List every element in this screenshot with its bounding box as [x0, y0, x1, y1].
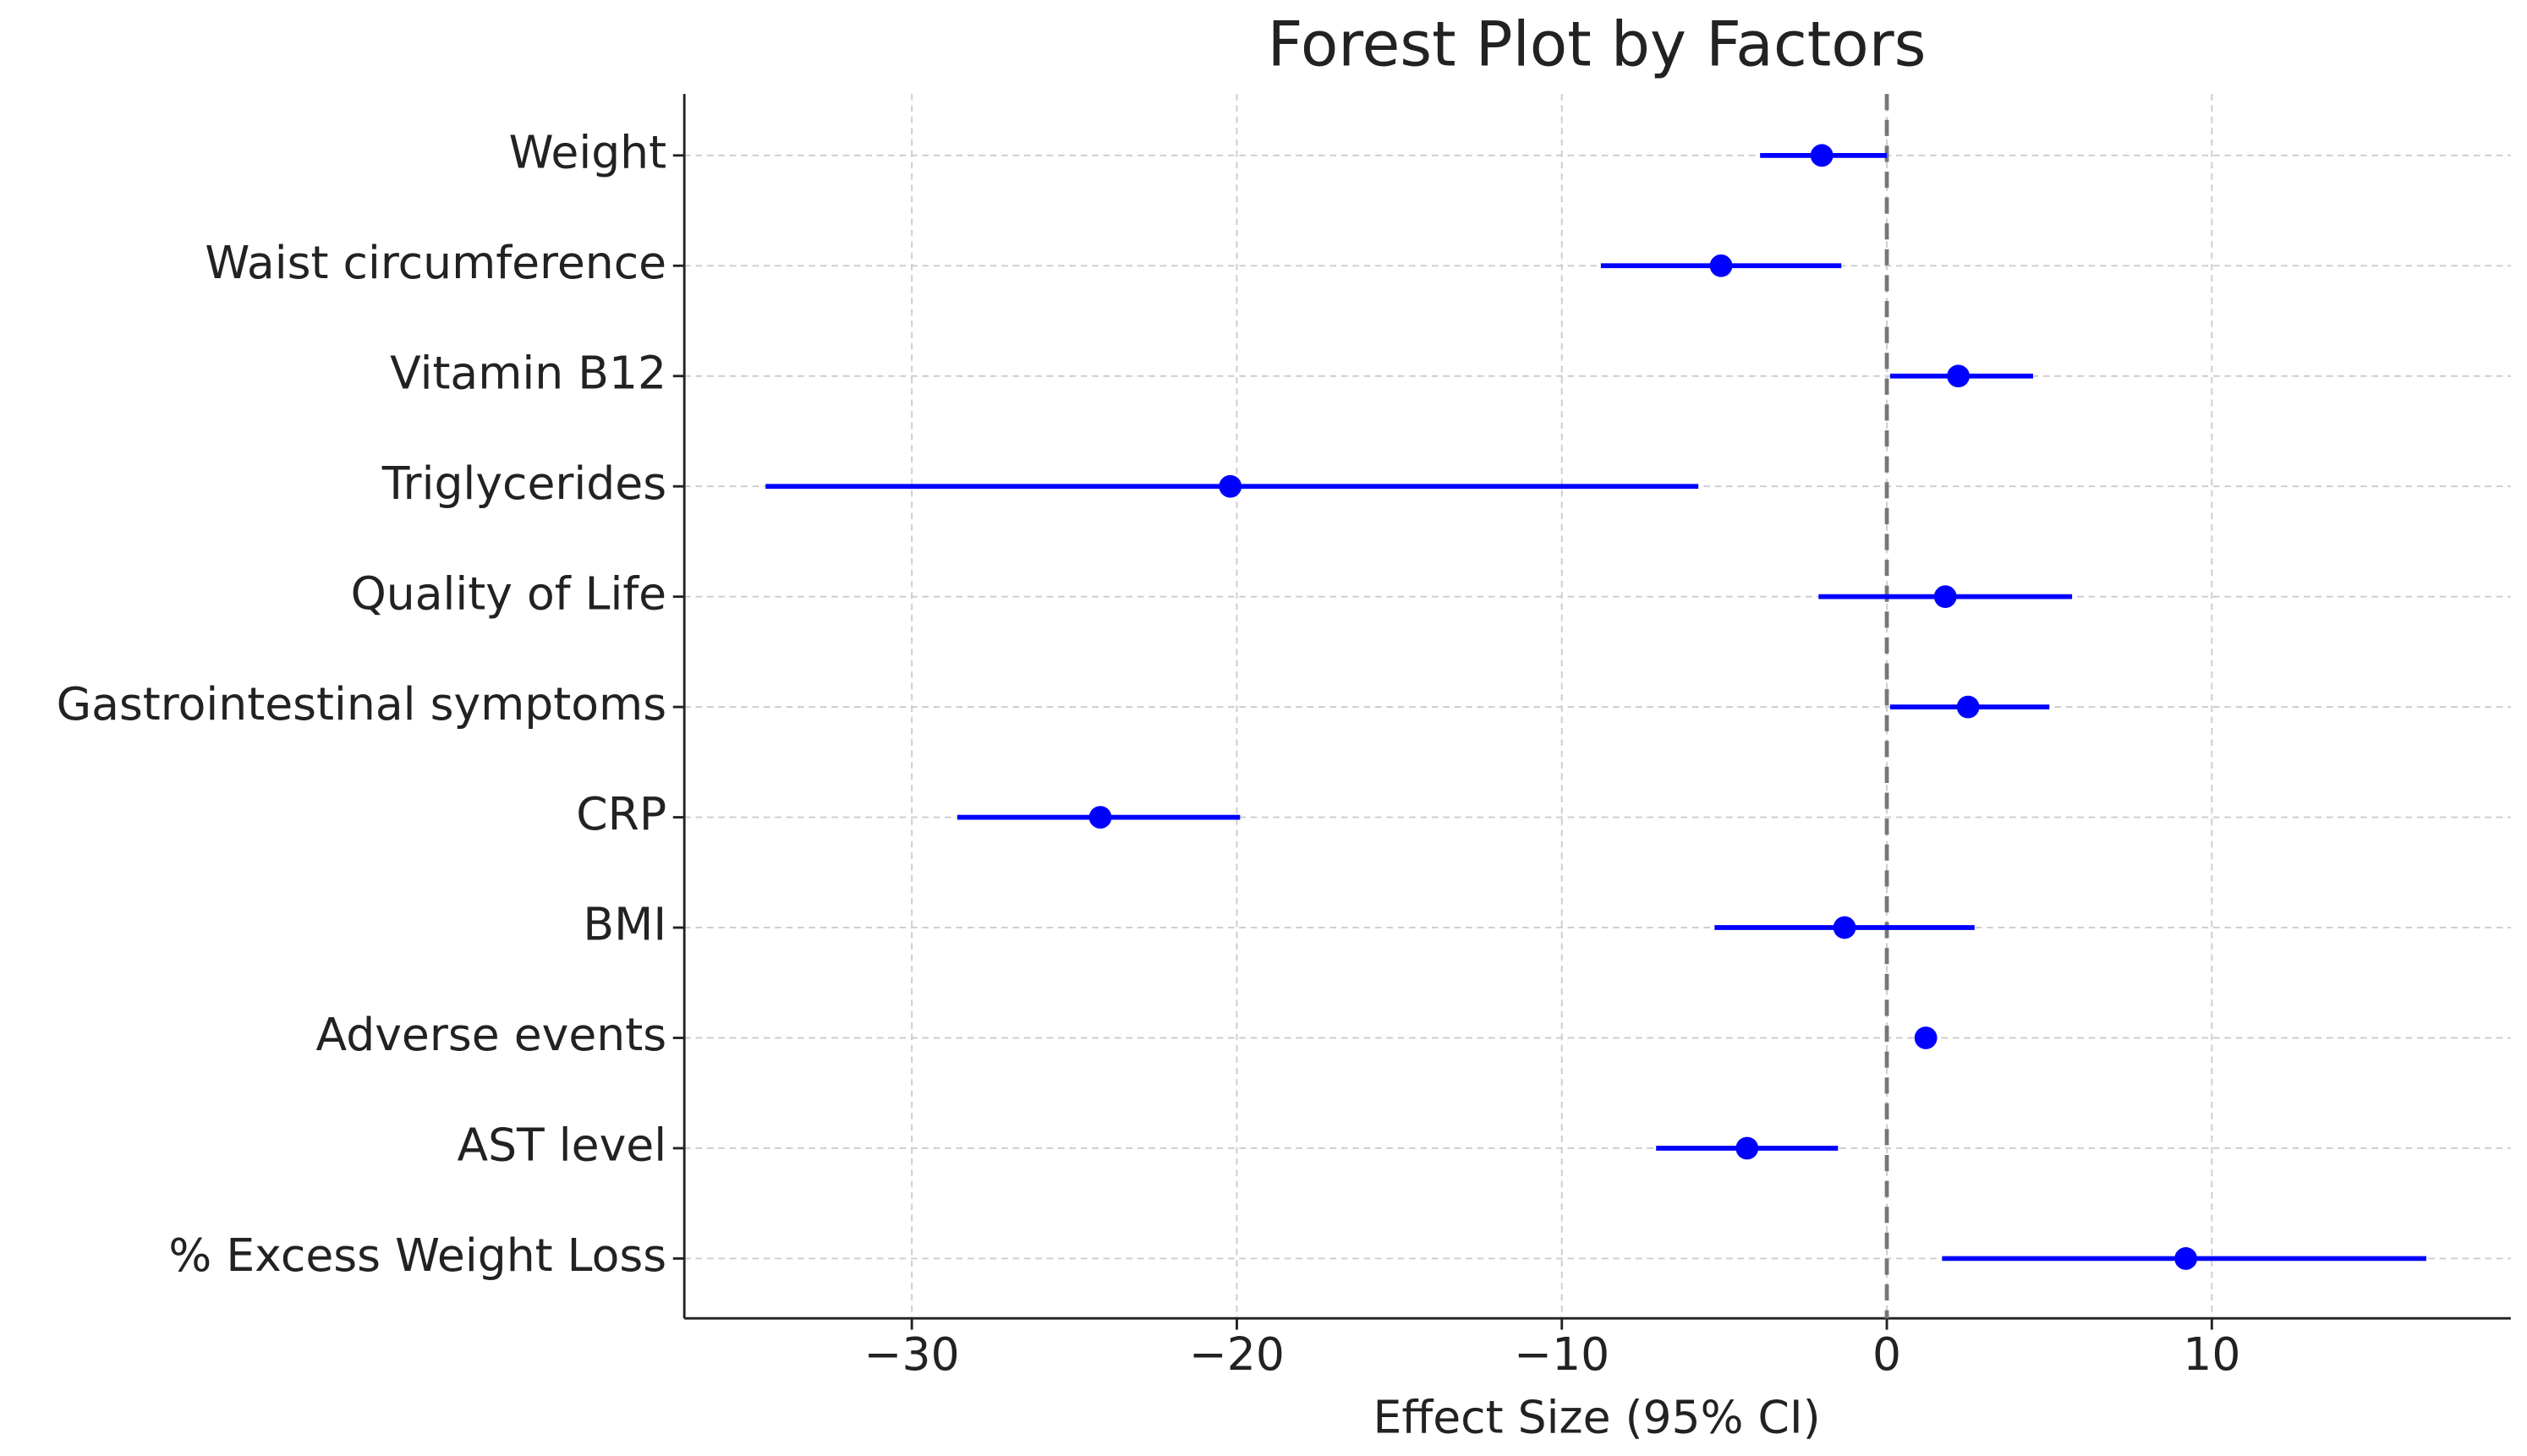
y-tick-label: Waist circumference — [205, 236, 666, 289]
y-tick-label: Vitamin B12 — [390, 346, 666, 399]
x-tick-label: 0 — [1872, 1327, 1901, 1381]
y-tick-label: BMI — [583, 898, 666, 951]
point-estimate — [1833, 916, 1856, 939]
point-estimate — [1219, 474, 1242, 498]
y-tick-label: Triglycerides — [381, 457, 666, 510]
point-estimate — [1947, 364, 1970, 388]
x-tick-label: 10 — [2183, 1327, 2240, 1381]
y-tick-label: Quality of Life — [351, 567, 666, 620]
x-axis-label: Effect Size (95% CI) — [1373, 1390, 1821, 1443]
point-estimate — [1088, 806, 1112, 829]
point-estimate — [1914, 1026, 1938, 1049]
point-estimate — [1956, 695, 1980, 719]
y-tick-label: AST level — [457, 1119, 666, 1172]
y-tick-label: Adverse events — [316, 1008, 667, 1061]
x-tick-label: −20 — [1189, 1327, 1285, 1381]
point-estimate — [2174, 1247, 2197, 1270]
y-tick-label: % Excess Weight Loss — [168, 1229, 666, 1282]
chart-title: Forest Plot by Factors — [1268, 10, 1927, 81]
y-tick-label: Gastrointestinal symptoms — [57, 677, 667, 731]
point-estimate — [1709, 254, 1733, 277]
point-estimate — [1735, 1136, 1759, 1160]
y-tick-label: CRP — [576, 787, 666, 840]
point-estimate — [1933, 585, 1957, 609]
y-tick-label: Weight — [509, 125, 667, 178]
x-tick-label: −30 — [864, 1327, 960, 1381]
point-estimate — [1810, 144, 1834, 167]
x-tick-label: −10 — [1514, 1327, 1609, 1381]
